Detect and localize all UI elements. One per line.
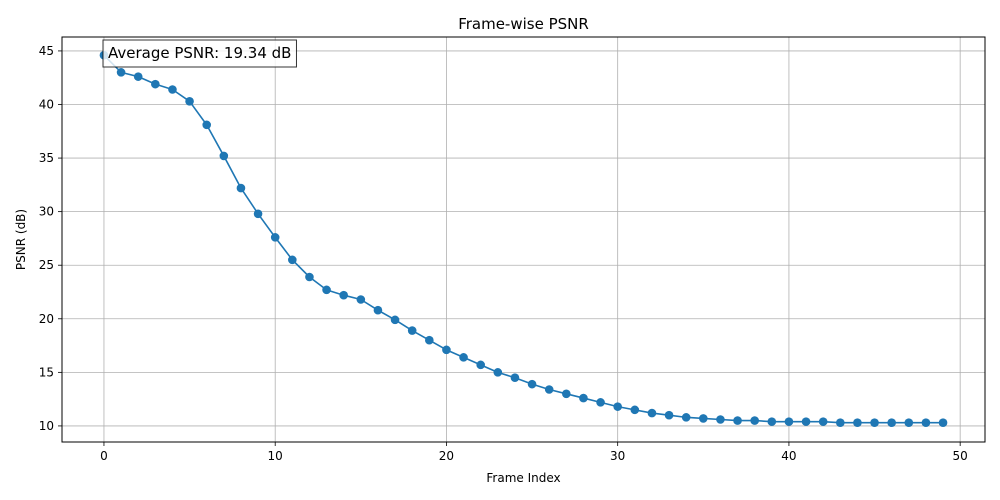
data-point bbox=[767, 417, 777, 426]
data-point bbox=[750, 416, 759, 425]
y-axis-label: PSNR (dB) bbox=[14, 209, 28, 270]
data-point bbox=[630, 405, 640, 415]
data-point bbox=[219, 151, 229, 161]
data-point bbox=[818, 417, 828, 426]
data-point bbox=[407, 326, 417, 335]
data-point bbox=[647, 408, 657, 418]
data-point bbox=[938, 418, 948, 428]
series-line-layer bbox=[103, 54, 944, 424]
x-tick-label: 50 bbox=[953, 449, 968, 463]
data-point bbox=[493, 368, 503, 377]
axis-ticks: 0 10 20 30 40 50 10 15 20 25 30 35 40 45 bbox=[39, 44, 968, 463]
data-point bbox=[613, 402, 622, 411]
data-point bbox=[510, 373, 520, 383]
data-point bbox=[562, 389, 571, 399]
data-point bbox=[784, 417, 794, 426]
data-point bbox=[801, 417, 811, 426]
data-point bbox=[596, 398, 605, 407]
data-point bbox=[527, 379, 537, 389]
data-point bbox=[835, 418, 845, 428]
y-tick-label: 30 bbox=[39, 205, 54, 219]
data-point bbox=[716, 415, 725, 424]
y-tick-label: 40 bbox=[39, 98, 54, 112]
data-point bbox=[681, 413, 691, 422]
data-point bbox=[887, 418, 896, 428]
data-point bbox=[305, 272, 314, 282]
x-tick-label: 40 bbox=[781, 449, 796, 463]
plot-area-frame bbox=[61, 36, 986, 443]
data-point bbox=[544, 385, 554, 394]
data-point bbox=[270, 233, 280, 242]
data-point bbox=[236, 183, 246, 193]
series-line bbox=[103, 54, 944, 424]
average-psnr-annotation: Average PSNR: 19.34 dB bbox=[102, 39, 297, 68]
y-tick-label: 45 bbox=[39, 44, 54, 58]
y-tick-label: 10 bbox=[39, 419, 54, 433]
data-point bbox=[356, 295, 366, 304]
data-point bbox=[339, 290, 348, 300]
data-point bbox=[870, 418, 879, 428]
x-tick-label: 10 bbox=[268, 449, 283, 463]
data-point bbox=[459, 353, 468, 362]
data-point bbox=[853, 418, 862, 428]
data-point bbox=[133, 72, 143, 81]
x-tick-label: 30 bbox=[610, 449, 625, 463]
data-point bbox=[733, 416, 742, 425]
annotation-text: Average PSNR: 19.34 dB bbox=[108, 44, 291, 62]
y-tick-label: 35 bbox=[39, 151, 54, 165]
data-point bbox=[253, 209, 263, 219]
y-tick-label: 20 bbox=[39, 312, 54, 326]
chart-title: Frame-wise PSNR bbox=[458, 15, 589, 33]
data-point bbox=[322, 285, 331, 295]
data-points bbox=[99, 50, 948, 428]
data-point bbox=[185, 96, 194, 106]
y-tick-label: 25 bbox=[39, 258, 54, 272]
data-point bbox=[202, 120, 212, 130]
data-point bbox=[390, 315, 400, 325]
data-point bbox=[699, 414, 708, 423]
data-point bbox=[288, 255, 297, 265]
data-point bbox=[168, 85, 177, 94]
annotation-box bbox=[102, 39, 297, 68]
x-tick-label: 0 bbox=[100, 449, 108, 463]
data-point bbox=[151, 79, 160, 89]
data-point bbox=[904, 418, 914, 428]
x-tick-label: 20 bbox=[439, 449, 454, 463]
data-point bbox=[425, 335, 434, 345]
data-point bbox=[373, 305, 383, 315]
data-point bbox=[579, 393, 588, 403]
y-tick-label: 15 bbox=[39, 365, 54, 379]
x-axis-label: Frame Index bbox=[486, 471, 560, 485]
data-point bbox=[116, 68, 126, 77]
data-point bbox=[476, 360, 485, 370]
data-point bbox=[664, 410, 674, 420]
data-point bbox=[921, 418, 931, 428]
data-point bbox=[442, 345, 451, 355]
